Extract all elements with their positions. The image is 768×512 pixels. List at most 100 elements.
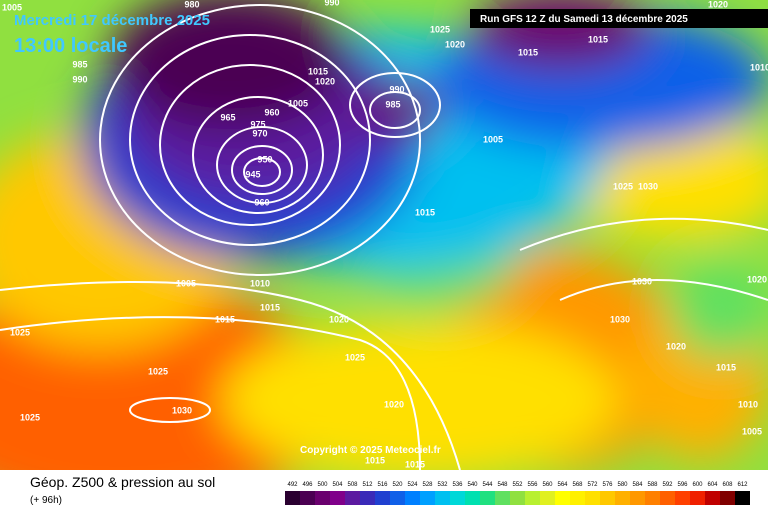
legend-label: 568 [572, 482, 583, 488]
legend-label: 572 [587, 482, 598, 488]
legend-swatch [540, 491, 555, 505]
legend-label: 504 [332, 482, 343, 488]
legend-swatch [690, 491, 705, 505]
legend-label: 592 [662, 482, 673, 488]
isobar-label: 1025 [345, 352, 365, 362]
footer-lead: (+ 96h) [30, 495, 62, 506]
isobar-label: 1015 [415, 207, 435, 217]
isobar-label: 1020 [666, 341, 686, 351]
isobar-label: 1005 [176, 278, 196, 288]
legend-label: 596 [677, 482, 688, 488]
run: Run GFS 12 Z du Samedi 13 décembre 2025 [480, 14, 688, 25]
legend-swatch [585, 491, 600, 505]
isobar-label: 970 [252, 128, 267, 138]
isobar-label: 1025 [148, 366, 168, 376]
isobar-label: 1020 [329, 314, 349, 324]
isobar-label: 1025 [20, 412, 40, 422]
isobar-label: 1020 [708, 0, 728, 9]
legend-swatch [645, 491, 660, 505]
legend-swatch [330, 491, 345, 505]
legend-label: 552 [512, 482, 523, 488]
legend-swatch [660, 491, 675, 505]
legend-swatch [300, 491, 315, 505]
legend-label: 612 [737, 482, 748, 488]
legend-label: 516 [377, 482, 388, 488]
legend-swatch [675, 491, 690, 505]
isobar-label: 1025 [613, 181, 633, 191]
isobar-label: 1005 [483, 134, 503, 144]
legend-label: 604 [707, 482, 718, 488]
legend-label: 576 [602, 482, 613, 488]
isobar-label: 1005 [742, 426, 762, 436]
legend-label: 580 [617, 482, 628, 488]
isobar-label: 1025 [10, 327, 30, 337]
legend-label: 496 [302, 482, 313, 488]
isobar-label: 945 [245, 169, 260, 179]
legend-label: 540 [467, 482, 478, 488]
isobar-label: 1030 [632, 276, 652, 286]
legend-swatch [285, 491, 300, 505]
legend-label: 608 [722, 482, 733, 488]
legend-swatch [315, 491, 330, 505]
legend-label: 524 [407, 482, 418, 488]
date: Mercredi 17 décembre 2025 [14, 12, 210, 29]
legend-label: 560 [542, 482, 553, 488]
legend-swatch [735, 491, 750, 505]
isobar-label: 1005 [2, 2, 22, 12]
isobar-label: 980 [184, 0, 199, 9]
legend-label: 600 [692, 482, 703, 488]
isobar-label: 975 [250, 119, 265, 129]
legend-swatch [345, 491, 360, 505]
legend-label: 588 [647, 482, 658, 488]
isobar-label: 985 [385, 99, 400, 109]
isobar-label: 1015 [716, 362, 736, 372]
legend-label: 556 [527, 482, 538, 488]
legend-label: 564 [557, 482, 568, 488]
isobar-label: 1015 [518, 47, 538, 57]
isobar-label: 1020 [747, 274, 767, 284]
legend-swatch [420, 491, 435, 505]
isobar-label: 990 [72, 74, 87, 84]
isobar-label: 1010 [750, 62, 768, 72]
legend-label: 512 [362, 482, 373, 488]
isobar-label: 960 [264, 107, 279, 117]
isobar-label: 1025 [430, 24, 450, 34]
legend-swatch [510, 491, 525, 505]
legend-swatch [600, 491, 615, 505]
isobar-label: 1030 [172, 405, 192, 415]
isobar-label: 1015 [260, 302, 280, 312]
isobar-label: 985 [72, 59, 87, 69]
isobar-label: 1015 [588, 34, 608, 44]
legend-label: 528 [422, 482, 433, 488]
legend-swatch [630, 491, 645, 505]
isobar-label: 990 [324, 0, 339, 7]
time: 13:00 locale [14, 35, 127, 57]
legend-swatch [525, 491, 540, 505]
isobar-lines [0, 4, 768, 470]
legend-swatch [615, 491, 630, 505]
isobar-label: 1015 [405, 459, 425, 469]
isobar-label: 1030 [610, 314, 630, 324]
legend-swatch [570, 491, 585, 505]
isobar-label: 1020 [384, 399, 404, 409]
footer-title: Géop. Z500 & pression au sol [30, 474, 215, 490]
legend-label: 544 [482, 482, 493, 488]
isobar-label: 950 [257, 154, 272, 164]
isobar-label: 1015 [308, 66, 328, 76]
legend-label: 520 [392, 482, 403, 488]
isobar-label: 1020 [315, 76, 335, 86]
legend-swatch [450, 491, 465, 505]
legend-label: 508 [347, 482, 358, 488]
isobar-label: 1010 [738, 399, 758, 409]
isobar-label: 1010 [250, 278, 270, 288]
legend-label: 500 [317, 482, 328, 488]
isobar-label: 990 [389, 84, 404, 94]
isobar-label: 1015 [215, 314, 235, 324]
legend-swatch [495, 491, 510, 505]
legend-swatch [465, 491, 480, 505]
isobar-label: 1020 [445, 39, 465, 49]
legend-swatch [375, 491, 390, 505]
